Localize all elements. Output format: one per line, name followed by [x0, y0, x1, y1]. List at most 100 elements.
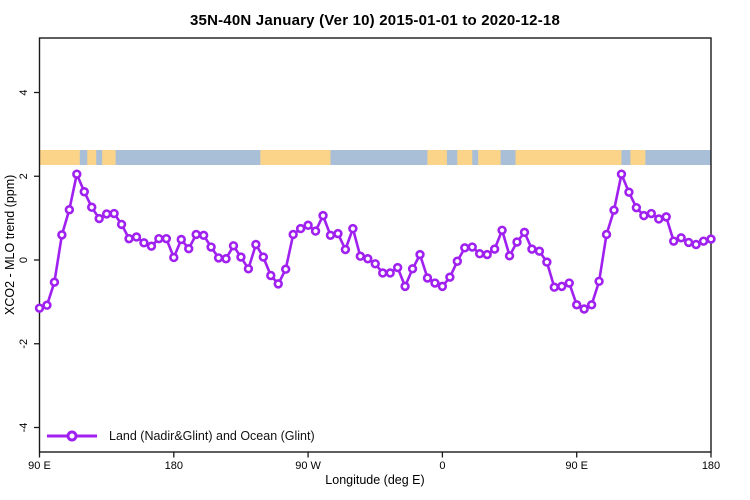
- series-point: [79, 187, 89, 197]
- series-point: [460, 243, 470, 253]
- series-point: [258, 252, 269, 262]
- series-point: [169, 252, 179, 263]
- series-point: [527, 244, 537, 254]
- x-tick-label: 180: [165, 460, 183, 472]
- series-point: [579, 304, 589, 314]
- series-point: [295, 223, 306, 234]
- map-strip-land-segment: [457, 150, 473, 165]
- map-strip-land-segment: [515, 150, 622, 165]
- map-strip-land-segment: [427, 150, 447, 165]
- series-point: [243, 264, 254, 274]
- x-tick-label: 90 W: [295, 460, 321, 472]
- series-point: [42, 300, 52, 310]
- series-point: [236, 252, 246, 262]
- series-point: [646, 208, 657, 219]
- map-strip-land-segment: [102, 150, 116, 165]
- series-point: [452, 256, 463, 266]
- series-point: [109, 208, 119, 219]
- series-point: [392, 262, 403, 273]
- x-tick-label: 90 E: [28, 460, 51, 472]
- series-point: [378, 268, 388, 278]
- legend-line-marker-icon: [47, 430, 97, 442]
- series-point: [251, 239, 261, 250]
- series-point: [594, 276, 604, 287]
- series-point: [422, 273, 433, 283]
- chart-title: 35N-40N January (Ver 10) 2015-01-01 to 2…: [189, 12, 560, 29]
- y-axis-label: XCO2 - MLO trend (ppm): [3, 174, 17, 316]
- series-point: [475, 249, 485, 259]
- map-strip-land-segment: [87, 150, 97, 165]
- series-point: [221, 254, 231, 264]
- y-tick-label: -4: [18, 423, 30, 433]
- series-point: [288, 229, 298, 240]
- series-point: [639, 210, 649, 221]
- map-strip-land-segment: [260, 150, 331, 165]
- series-point: [631, 202, 642, 213]
- series-point: [281, 264, 291, 274]
- series-point: [72, 169, 82, 179]
- series-point: [571, 300, 582, 310]
- series-point: [616, 169, 627, 179]
- series-point: [512, 237, 522, 247]
- series-point: [310, 226, 321, 236]
- series-point: [139, 238, 149, 248]
- series-point: [101, 209, 112, 219]
- series-point: [355, 251, 366, 261]
- series-point: [363, 254, 373, 264]
- series-point: [542, 257, 552, 267]
- series-point: [430, 278, 440, 288]
- series-point: [437, 281, 448, 292]
- series-point: [609, 205, 619, 215]
- series-point: [184, 243, 194, 254]
- map-strip-land-segment: [478, 150, 501, 165]
- series-point: [124, 233, 134, 244]
- series-point: [400, 281, 410, 292]
- series-point: [519, 227, 530, 238]
- series-point: [303, 220, 313, 230]
- legend-label: Land (Nadir&Glint) and Ocean (Glint): [109, 429, 315, 443]
- y-tick-label: 2: [18, 173, 30, 179]
- series-point: [49, 277, 60, 287]
- series-point: [266, 270, 276, 281]
- series-point: [557, 281, 567, 292]
- series-point: [116, 219, 127, 230]
- series-point: [94, 213, 104, 224]
- series-point: [57, 230, 67, 240]
- series-point: [333, 228, 343, 239]
- series-point: [706, 234, 716, 244]
- x-axis-label: Longitude (deg E): [325, 473, 425, 487]
- series-point: [482, 249, 492, 260]
- series-point: [467, 242, 477, 252]
- series-point: [64, 205, 75, 215]
- series-point: [370, 259, 380, 269]
- series-point: [131, 232, 142, 242]
- series-point: [198, 230, 209, 240]
- y-tick-label: -2: [18, 339, 30, 349]
- series-point: [348, 223, 358, 234]
- series-point: [228, 241, 239, 251]
- series-point: [213, 253, 224, 263]
- x-tick-label: 180: [702, 460, 720, 472]
- series-point: [146, 241, 157, 251]
- series-point: [601, 229, 612, 240]
- series-point: [624, 187, 634, 197]
- series-point: [87, 202, 97, 212]
- series-point: [445, 272, 455, 282]
- y-tick-label: 0: [18, 257, 30, 263]
- series-point: [407, 264, 418, 274]
- series-point: [504, 251, 515, 261]
- series-point: [415, 249, 425, 260]
- series-point: [191, 229, 201, 240]
- series-point: [154, 233, 164, 244]
- x-tick-label: 90 E: [565, 460, 588, 472]
- series-point: [161, 233, 172, 244]
- x-tick-label: 0: [439, 460, 445, 472]
- series-point: [340, 244, 351, 255]
- series-point: [176, 234, 186, 245]
- legend: Land (Nadir&Glint) and Ocean (Glint): [44, 428, 315, 444]
- map-strip-land-segment: [39, 150, 80, 165]
- series-point: [385, 268, 395, 278]
- series-point: [698, 236, 709, 246]
